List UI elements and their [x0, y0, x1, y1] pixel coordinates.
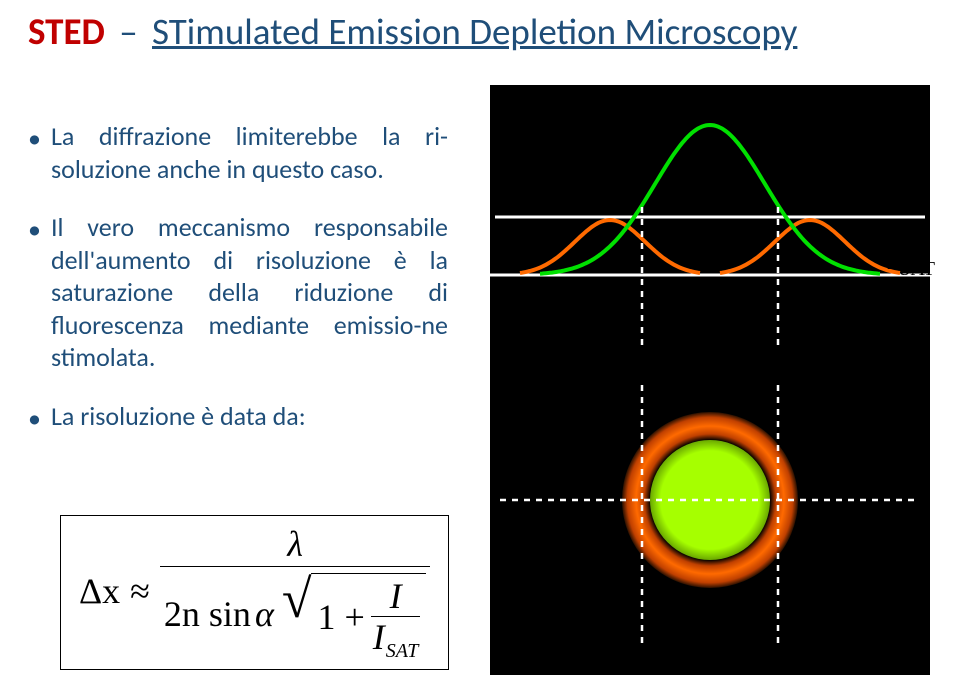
bullet-item: •La diffrazione limiterebbe la ri-soluzi…: [28, 120, 448, 185]
formula-radicand: 1 + I ISAT: [311, 573, 426, 655]
bullet-item: •Il vero meccanismo responsabile dell'au…: [28, 211, 448, 374]
formula-inner-frac: I ISAT: [371, 578, 421, 655]
bullet-marker-icon: •: [28, 402, 41, 435]
formula-approx: ≈: [130, 573, 150, 609]
bullet-text: Il vero meccanismo responsabile dell'aum…: [51, 211, 448, 374]
slide: STED – STimulated Emission Depletion Mic…: [0, 0, 960, 695]
title-expansion: STimulated Emission Depletion Microscopy: [152, 9, 797, 54]
radical-icon: √: [282, 579, 312, 620]
bullet-marker-icon: •: [28, 122, 41, 185]
isat-label: ISAT: [888, 240, 935, 277]
formula-inner-num: I: [388, 578, 404, 616]
bullet-text: La diffrazione limiterebbe la ri-soluzio…: [51, 120, 448, 185]
formula-one-plus: 1 +: [317, 599, 364, 635]
formula-numerator: λ: [283, 526, 307, 566]
formula-inner-den: ISAT: [371, 616, 421, 655]
bullet-text: La risoluzione è data da:: [51, 400, 306, 435]
bullet-list: •La diffrazione limiterebbe la ri-soluzi…: [28, 120, 448, 460]
slide-title: STED – STimulated Emission Depletion Mic…: [28, 0, 932, 53]
bullet-item: • La risoluzione è data da:: [28, 400, 448, 435]
formula-sqrt: √ 1 + I ISAT: [282, 573, 427, 655]
formula-den-factor: 2n sinα: [164, 596, 274, 632]
sted-figure: [490, 85, 930, 675]
bullet-marker-icon: •: [28, 213, 41, 374]
resolution-formula: Δx ≈ λ 2n sinα √ 1 + I: [60, 515, 449, 670]
title-dash: –: [119, 9, 137, 54]
title-acronym: STED: [28, 9, 105, 54]
formula-denominator: 2n sinα √ 1 + I ISAT: [160, 566, 430, 655]
formula-delta-x: Δx: [79, 573, 120, 609]
figure-svg: [490, 85, 930, 675]
formula-fraction: λ 2n sinα √ 1 + I ISAT: [160, 526, 430, 655]
